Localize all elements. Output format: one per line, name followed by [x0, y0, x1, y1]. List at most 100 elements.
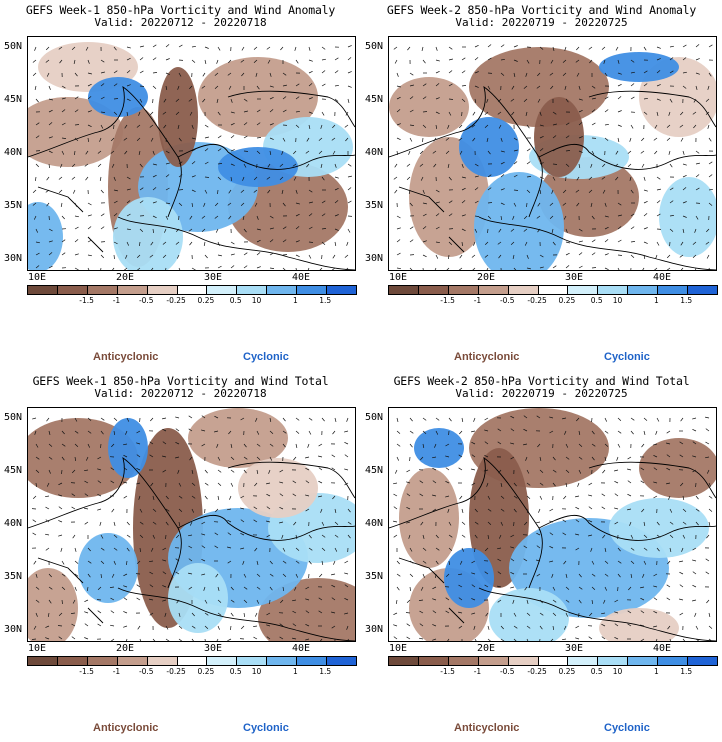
wind-arrow [497, 585, 502, 588]
wind-arrow [474, 44, 479, 48]
wind-arrow [419, 480, 424, 484]
wind-arrow [396, 267, 401, 270]
wind-arrow [87, 124, 92, 128]
wind-arrow [308, 213, 313, 217]
wind-arrow [705, 428, 710, 432]
wind-arrow [243, 98, 248, 102]
wind-arrow [549, 416, 554, 419]
wind-arrow [61, 456, 65, 461]
wind-arrow [617, 443, 621, 448]
wind-arrow [630, 59, 635, 63]
wind-arrow [459, 560, 463, 565]
wind-arrow [178, 215, 180, 221]
wind-arrow [474, 85, 479, 88]
wind-arrow [139, 85, 145, 87]
wind-arrow [471, 584, 476, 588]
wind-arrow [61, 97, 66, 100]
wind-arrow [269, 573, 274, 577]
color-bar-segment [568, 657, 599, 665]
wind-arrow [230, 456, 235, 460]
wind-arrow [422, 189, 425, 194]
wind-arrow [708, 482, 712, 487]
vorticity-map [388, 36, 717, 271]
wind-arrow [74, 124, 80, 126]
wind-arrow [604, 253, 609, 256]
wind-arrow [445, 480, 450, 484]
wind-arrow [628, 586, 632, 591]
map-canvas [389, 408, 716, 641]
wind-arrow [420, 456, 424, 461]
wind-arrow [614, 623, 619, 627]
color-bar-tick: -0.25 [527, 667, 547, 676]
wind-arrow [591, 109, 596, 113]
wind-arrow [409, 137, 413, 142]
wind-arrow [305, 150, 310, 154]
wind-arrow [536, 521, 541, 524]
color-bar-tick: -1.5 [440, 667, 455, 676]
wind-arrow [602, 189, 606, 194]
wind-arrow [588, 176, 593, 180]
wind-arrow [216, 443, 219, 448]
wind-arrow [74, 253, 79, 256]
wind-arrow [305, 586, 310, 590]
wind-arrow [99, 521, 102, 526]
wind-arrow [513, 482, 517, 487]
wind-arrow [448, 200, 453, 204]
wind-arrow [630, 189, 634, 194]
wind-arrow [126, 228, 131, 231]
wind-arrow [588, 482, 593, 486]
wind-arrow [191, 148, 196, 152]
wind-arrow [552, 123, 557, 126]
wind-arrow [640, 480, 645, 484]
wind-arrow [575, 59, 580, 63]
wind-arrow [214, 532, 219, 536]
wind-arrow [422, 534, 425, 539]
wind-arrow [165, 508, 170, 512]
wind-arrow [163, 124, 167, 129]
wind-arrow [165, 150, 170, 154]
wind-arrow [217, 599, 222, 603]
wind-arrow [682, 638, 686, 641]
wind-arrow [695, 625, 699, 630]
wind-arrow [565, 241, 570, 244]
wind-arrow [409, 96, 414, 100]
wind-arrow [152, 44, 157, 48]
wind-arrow [474, 71, 479, 74]
anticyclonic-area [158, 67, 198, 167]
wind-arrow [575, 625, 580, 629]
wind-arrow [321, 83, 326, 87]
wind-arrow [445, 597, 450, 601]
wind-arrow [240, 495, 245, 499]
wind-arrow [562, 202, 567, 206]
wind-arrow [58, 46, 63, 50]
wind-arrow [617, 226, 622, 230]
cyclonic-area [28, 202, 63, 270]
wind-arrow [256, 85, 260, 90]
wind-arrow [471, 612, 476, 615]
wind-arrow [344, 254, 349, 258]
wind-arrow [565, 612, 569, 617]
wind-arrow [318, 467, 323, 471]
wind-arrow [497, 241, 502, 245]
color-bar-tick: 1 [292, 296, 298, 305]
wind-arrow [279, 163, 284, 167]
wind-arrow [656, 241, 660, 246]
wind-arrow [693, 124, 697, 129]
wind-arrow [125, 430, 128, 435]
wind-arrow [308, 83, 313, 87]
wind-arrow [432, 598, 437, 601]
wind-arrow [473, 625, 476, 630]
wind-arrow [435, 241, 440, 244]
wind-arrow [523, 85, 528, 89]
wind-arrow [497, 547, 502, 550]
wind-arrow [240, 519, 245, 523]
valid-dates: Valid: 20220719 - 20220725 [455, 387, 628, 400]
wind-arrow [393, 506, 398, 510]
wind-arrow [641, 443, 645, 448]
wind-arrow [266, 612, 271, 616]
coastline [177, 514, 355, 541]
wind-arrow [396, 443, 401, 447]
wind-arrow [666, 467, 671, 471]
wind-arrow [459, 495, 463, 500]
wind-arrow [215, 228, 219, 233]
